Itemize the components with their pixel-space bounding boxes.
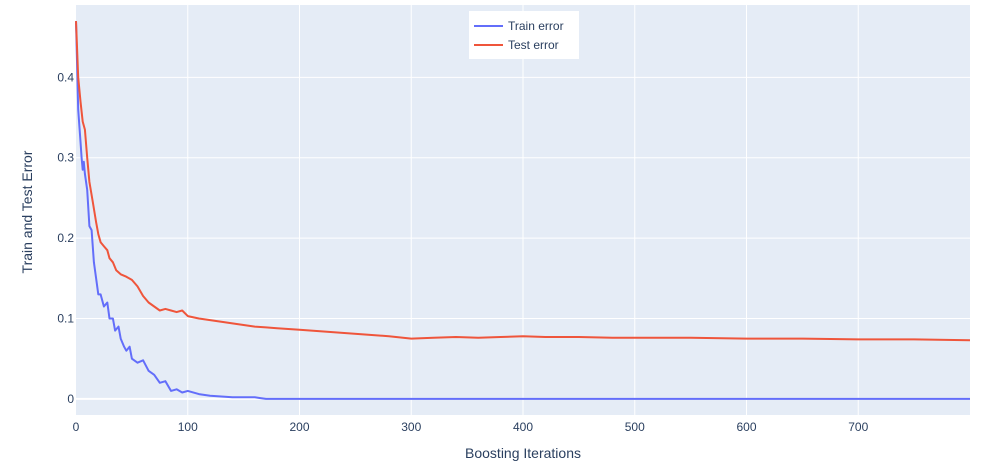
x-tick-label: 200 [289,420,309,434]
x-tick-label: 300 [401,420,421,434]
x-gridlines [187,5,859,415]
x-tick-label: 100 [178,420,198,434]
y-tick-label: 0.2 [57,231,74,245]
x-tick-label: 700 [848,420,868,434]
series-layer [75,21,971,400]
x-axis-title: Boosting Iterations [465,445,581,461]
series-line-test-error [75,21,971,342]
y-tick-label: 0.1 [57,312,74,326]
x-tick-label: 600 [736,420,756,434]
legend-box [469,11,579,59]
legend-label-test-error: Test error [508,38,559,52]
x-tick-label: 400 [513,420,533,434]
y-axis-title: Train and Test Error [19,150,35,273]
legend: Train error Test error [469,11,579,59]
series-line-train-error [75,21,970,400]
x-tick-labels: 0 100 200 300 400 500 600 700 [73,420,869,434]
y-tick-label: 0 [67,392,74,406]
x-tick-label: 500 [625,420,645,434]
legend-label-train-error: Train error [508,19,564,33]
y-tick-labels: 0 0.1 0.2 0.3 0.4 [57,70,74,406]
y-tick-label: 0.4 [57,70,74,84]
x-tick-label: 0 [73,420,80,434]
y-tick-label: 0.3 [57,151,74,165]
